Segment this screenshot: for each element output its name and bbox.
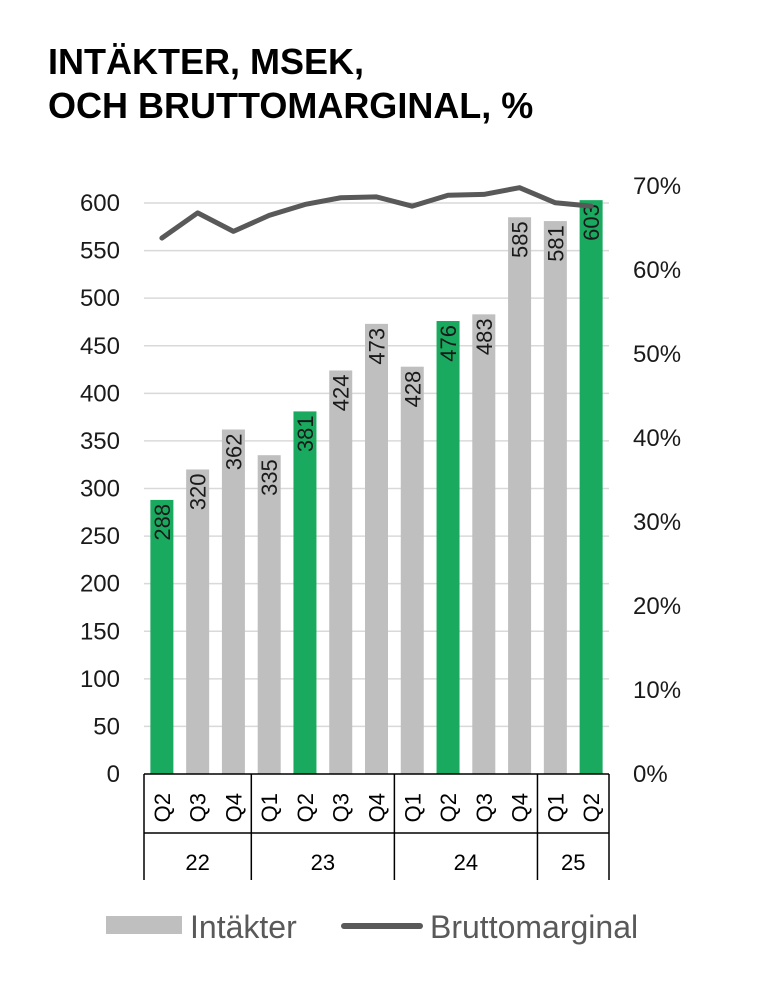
legend-label-intakter: Intäkter: [190, 909, 297, 945]
data-label-1: 320: [186, 473, 211, 510]
legend-label-bruttomarginal: Bruttomarginal: [430, 909, 638, 945]
y-left-tick-600: 600: [80, 190, 120, 217]
bar-10: [508, 217, 532, 774]
data-label-7: 428: [400, 371, 425, 408]
y-right-tick-30: 30%: [633, 509, 681, 536]
y-left-tick-100: 100: [80, 666, 120, 693]
data-label-6: 473: [365, 328, 390, 365]
data-label-9: 483: [472, 318, 497, 355]
x-group-label-25: 25: [561, 850, 585, 875]
y-left-tick-300: 300: [80, 476, 120, 503]
bar-9: [472, 314, 496, 774]
y-left-tick-150: 150: [80, 618, 120, 645]
bar-0: [150, 499, 174, 774]
x-tick-label-10: Q4: [508, 793, 533, 822]
y-left-tick-50: 50: [93, 713, 120, 740]
chart-title-line-2: OCH BRUTTOMARGINAL, %: [48, 85, 534, 126]
x-group-label-22: 22: [185, 850, 209, 875]
x-tick-label-3: Q1: [257, 793, 282, 822]
y-right-tick-10: 10%: [633, 677, 681, 704]
x-tick-label-9: Q3: [472, 793, 497, 822]
bar-6: [365, 323, 388, 774]
data-label-0: 288: [150, 504, 175, 541]
series-line-bruttomarginal: [159, 185, 594, 241]
y-right-tick-40: 40%: [633, 425, 681, 452]
y-left-tick-550: 550: [80, 238, 120, 265]
bar-12: [579, 200, 603, 774]
bar-8: [436, 321, 460, 774]
y-left-tick-400: 400: [80, 380, 120, 407]
y-right-tick-0: 0%: [633, 761, 668, 788]
bar-4: [293, 411, 317, 774]
x-tick-label-8: Q2: [436, 793, 461, 822]
data-label-12: 603: [579, 204, 604, 241]
y-left-tick-0: 0: [107, 761, 120, 788]
data-label-11: 581: [543, 225, 568, 262]
data-label-10: 585: [508, 221, 533, 258]
bar-1: [186, 469, 210, 774]
data-label-2: 362: [221, 433, 246, 470]
bar-2: [221, 429, 245, 774]
y-left-tick-350: 350: [80, 428, 120, 455]
x-tick-label-11: Q1: [543, 793, 568, 822]
data-label-5: 424: [329, 374, 354, 411]
y-right-tick-20: 20%: [633, 593, 681, 620]
bar-5: [329, 370, 353, 774]
y-right-tick-50: 50%: [633, 341, 681, 368]
y-left-tick-450: 450: [80, 333, 120, 360]
data-label-8: 476: [436, 325, 461, 362]
y-left-tick-500: 500: [80, 285, 120, 312]
x-tick-label-6: Q4: [365, 793, 390, 822]
y-left-tick-250: 250: [80, 523, 120, 550]
x-tick-label-12: Q2: [579, 793, 604, 822]
x-tick-label-4: Q2: [293, 793, 318, 822]
chart-title: INTÄKTER, MSEK, OCH BRUTTOMARGINAL, %: [48, 40, 533, 128]
x-tick-label-1: Q3: [186, 793, 211, 822]
y-left-tick-200: 200: [80, 571, 120, 598]
y-right-tick-60: 60%: [633, 257, 681, 284]
chart-title-line-1: INTÄKTER, MSEK,: [48, 41, 365, 82]
bar-11: [543, 221, 567, 774]
bar-3: [257, 455, 281, 774]
data-label-3: 335: [257, 459, 282, 496]
x-tick-label-5: Q3: [329, 793, 354, 822]
x-tick-label-7: Q1: [400, 793, 425, 822]
bar-7: [400, 366, 424, 774]
x-group-label-23: 23: [311, 850, 335, 875]
x-tick-label-0: Q2: [150, 793, 175, 822]
legend-swatch-intakter: [106, 916, 182, 934]
x-group-label-24: 24: [454, 850, 478, 875]
data-label-4: 381: [293, 415, 318, 452]
y-right-tick-70: 70%: [633, 173, 681, 200]
x-tick-label-2: Q4: [221, 793, 246, 822]
